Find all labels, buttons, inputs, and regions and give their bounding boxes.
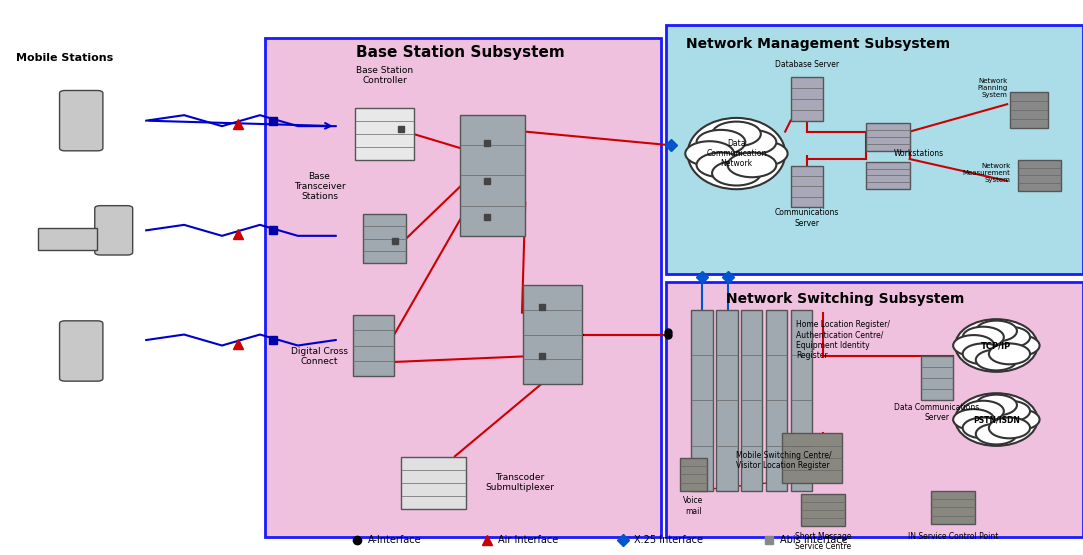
Circle shape xyxy=(696,130,745,154)
FancyBboxPatch shape xyxy=(1018,160,1061,190)
FancyBboxPatch shape xyxy=(363,214,406,263)
FancyBboxPatch shape xyxy=(716,310,738,491)
Text: Voice
mail: Voice mail xyxy=(683,496,703,516)
FancyBboxPatch shape xyxy=(666,282,1083,537)
FancyBboxPatch shape xyxy=(691,310,713,491)
FancyBboxPatch shape xyxy=(666,24,1083,274)
Text: Base
Transceiver
Stations: Base Transceiver Stations xyxy=(293,171,345,201)
FancyBboxPatch shape xyxy=(921,356,953,400)
FancyBboxPatch shape xyxy=(60,90,103,151)
Circle shape xyxy=(976,350,1017,370)
FancyBboxPatch shape xyxy=(866,162,910,189)
Text: Network Switching Subsystem: Network Switching Subsystem xyxy=(726,292,964,306)
FancyBboxPatch shape xyxy=(791,310,812,491)
Text: Data Communications
Server: Data Communications Server xyxy=(895,403,979,422)
FancyBboxPatch shape xyxy=(931,491,975,524)
Text: TCP/IP: TCP/IP xyxy=(981,341,1012,350)
Circle shape xyxy=(963,417,1004,438)
FancyBboxPatch shape xyxy=(60,321,103,381)
Circle shape xyxy=(963,327,1004,347)
Text: Transcoder
Submultiplexer: Transcoder Submultiplexer xyxy=(485,473,554,492)
Circle shape xyxy=(739,141,787,166)
FancyBboxPatch shape xyxy=(401,457,466,509)
Text: Base Station Subsystem: Base Station Subsystem xyxy=(356,44,564,59)
FancyBboxPatch shape xyxy=(791,77,823,120)
Circle shape xyxy=(989,344,1030,364)
FancyBboxPatch shape xyxy=(460,115,525,236)
Ellipse shape xyxy=(688,118,785,189)
Ellipse shape xyxy=(955,319,1038,372)
FancyBboxPatch shape xyxy=(766,310,787,491)
Text: A-Interface: A-Interface xyxy=(368,535,422,545)
Circle shape xyxy=(728,130,777,154)
Text: Mobile Stations: Mobile Stations xyxy=(16,53,114,63)
Text: Air Interface: Air Interface xyxy=(498,535,559,545)
Text: Network Management Subsystem: Network Management Subsystem xyxy=(686,37,950,51)
Circle shape xyxy=(686,141,734,166)
Circle shape xyxy=(953,409,994,430)
Circle shape xyxy=(999,409,1040,430)
Text: Short Message
Service Centre: Short Message Service Centre xyxy=(795,532,851,551)
Circle shape xyxy=(713,122,760,147)
Text: Communications
Server: Communications Server xyxy=(774,208,839,228)
Text: Mobile Switching Centre/
Visitor Location Register: Mobile Switching Centre/ Visitor Locatio… xyxy=(736,451,832,471)
Circle shape xyxy=(976,395,1017,416)
Circle shape xyxy=(989,401,1030,422)
FancyBboxPatch shape xyxy=(866,123,910,151)
FancyBboxPatch shape xyxy=(265,38,661,537)
Circle shape xyxy=(976,321,1017,341)
FancyBboxPatch shape xyxy=(801,493,845,527)
Text: Data
Communication
Network: Data Communication Network xyxy=(706,139,767,169)
Circle shape xyxy=(728,153,777,177)
FancyBboxPatch shape xyxy=(782,433,843,483)
FancyBboxPatch shape xyxy=(38,228,97,250)
FancyBboxPatch shape xyxy=(353,315,394,376)
FancyBboxPatch shape xyxy=(680,458,707,491)
Text: IN Service Control Point: IN Service Control Point xyxy=(908,532,999,541)
Text: Network
Measurement
System: Network Measurement System xyxy=(963,163,1010,183)
Circle shape xyxy=(976,423,1017,445)
Text: X.25 Interface: X.25 Interface xyxy=(634,535,703,545)
FancyBboxPatch shape xyxy=(94,206,132,255)
Circle shape xyxy=(696,153,745,177)
Circle shape xyxy=(713,161,760,185)
FancyBboxPatch shape xyxy=(741,310,762,491)
FancyBboxPatch shape xyxy=(522,285,583,384)
Circle shape xyxy=(963,401,1004,422)
Circle shape xyxy=(999,335,1040,356)
Text: Home Location Register/
Authentication Centre/
Equipment Identity
Register: Home Location Register/ Authentication C… xyxy=(796,320,890,360)
FancyBboxPatch shape xyxy=(354,108,414,160)
Text: PSTN/ISDN: PSTN/ISDN xyxy=(973,415,1020,424)
Circle shape xyxy=(963,344,1004,364)
Text: Database Server: Database Server xyxy=(774,59,839,69)
Circle shape xyxy=(953,335,994,356)
Text: Network
Planning
System: Network Planning System xyxy=(977,78,1007,98)
Circle shape xyxy=(989,417,1030,438)
FancyBboxPatch shape xyxy=(1009,92,1048,128)
Ellipse shape xyxy=(955,393,1038,446)
Circle shape xyxy=(989,327,1030,347)
FancyBboxPatch shape xyxy=(791,166,823,207)
Text: Digital Cross
Connect: Digital Cross Connect xyxy=(291,347,348,366)
Text: Workstations: Workstations xyxy=(893,149,943,158)
Text: Abis Interface: Abis Interface xyxy=(780,535,847,545)
Text: Base Station
Controller: Base Station Controller xyxy=(356,65,413,85)
